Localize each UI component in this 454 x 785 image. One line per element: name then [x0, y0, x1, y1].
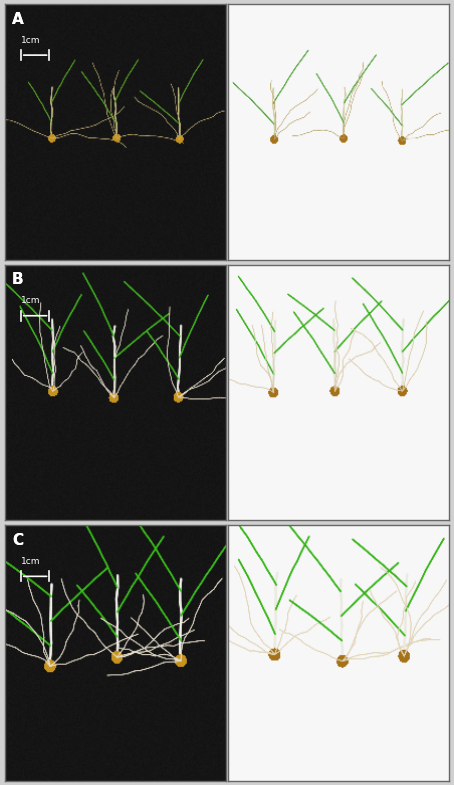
Text: A: A [12, 12, 24, 27]
Text: B: B [12, 272, 24, 287]
Text: A: A [12, 12, 24, 27]
Text: 1cm: 1cm [21, 557, 40, 566]
Text: C: C [12, 533, 23, 548]
Text: 1cm: 1cm [21, 36, 40, 45]
Text: C: C [12, 533, 23, 548]
Text: B: B [12, 272, 24, 287]
Text: 1cm: 1cm [21, 297, 40, 305]
